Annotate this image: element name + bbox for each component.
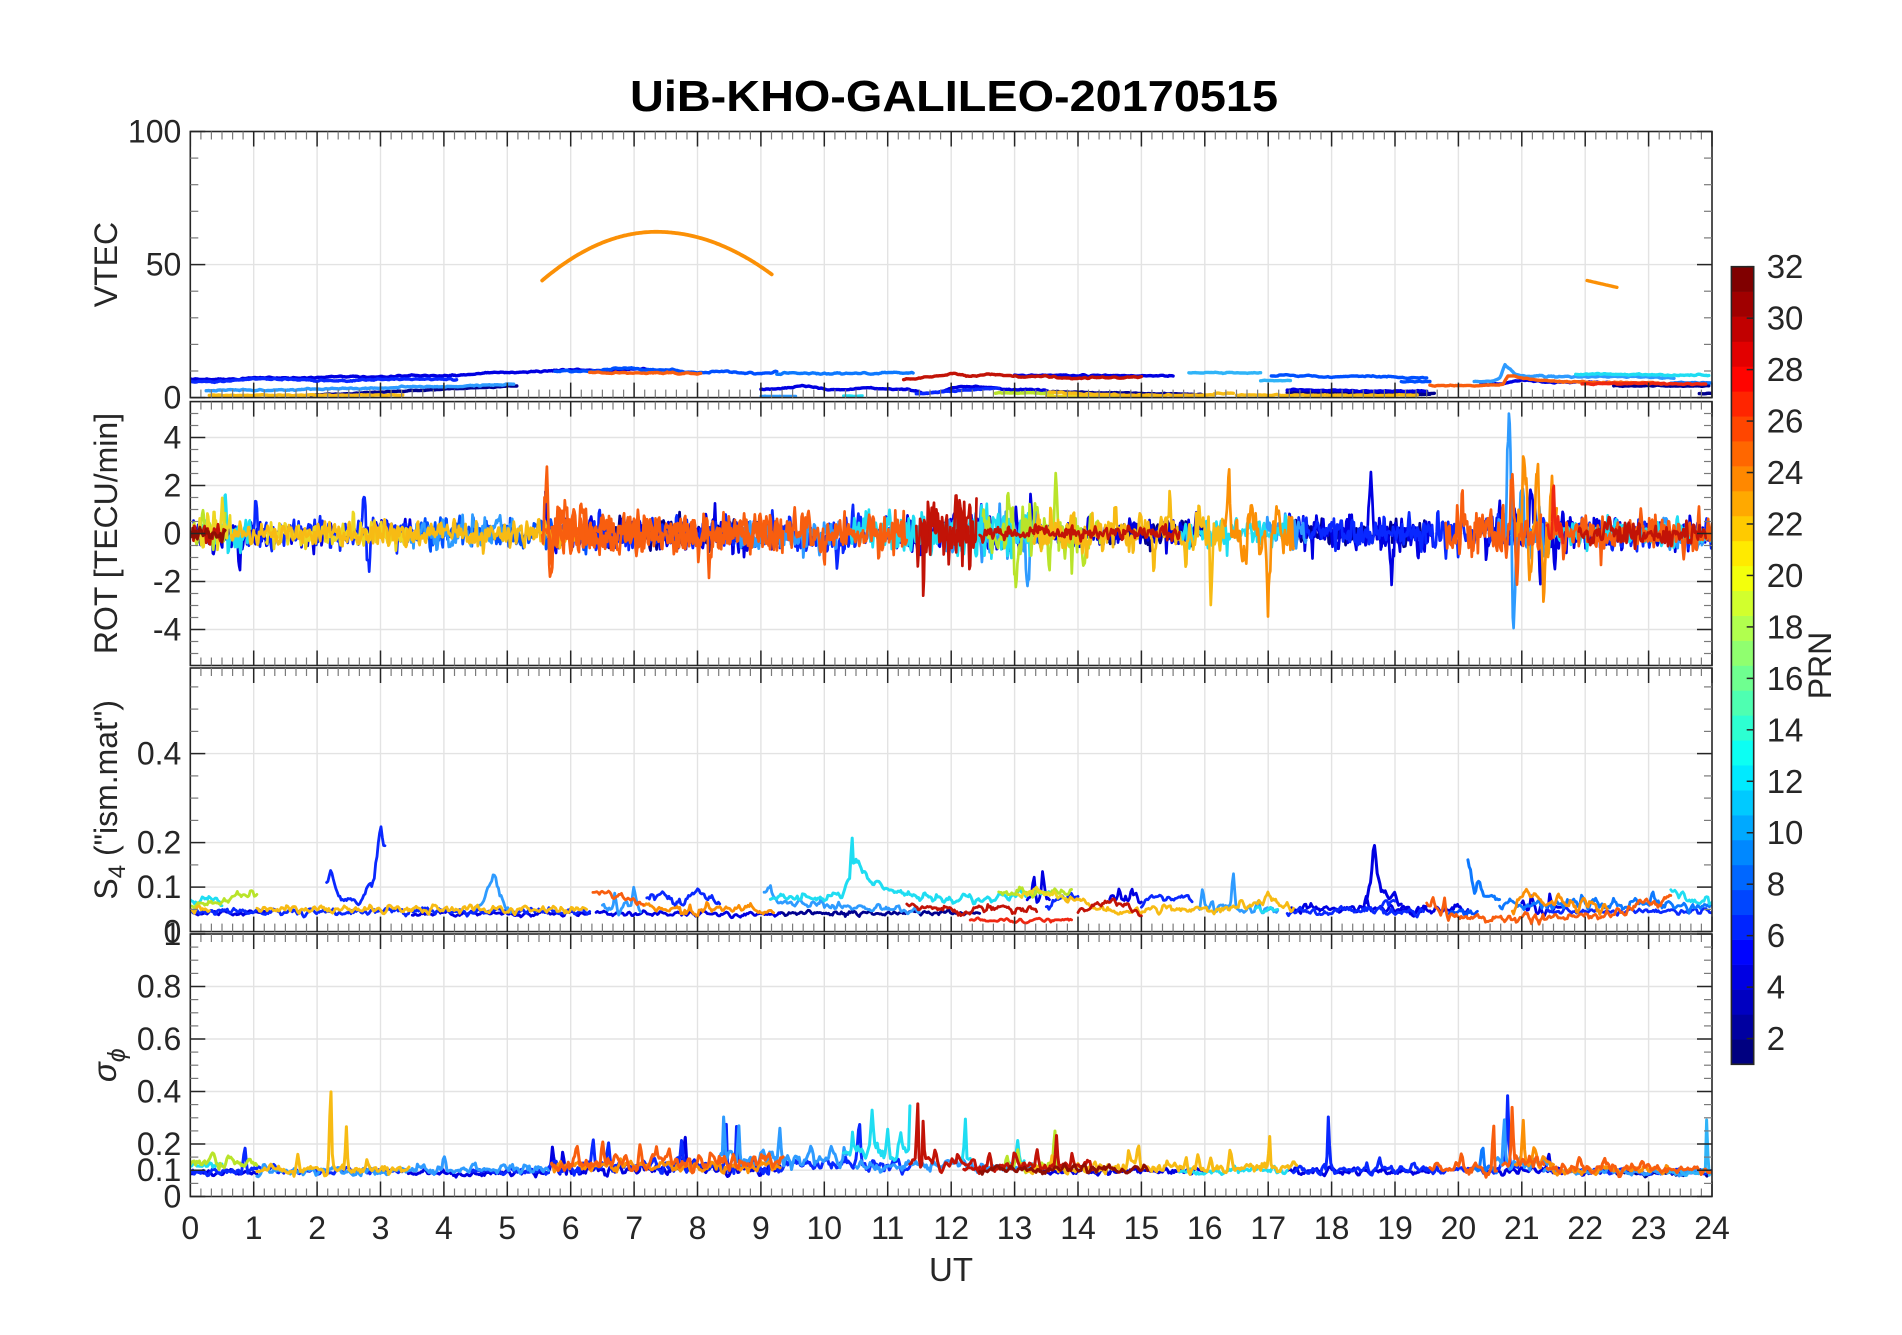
svg-text:16: 16 bbox=[1187, 1210, 1223, 1246]
svg-text:ROT [TECU/min]: ROT [TECU/min] bbox=[88, 413, 124, 654]
svg-text:24: 24 bbox=[1767, 454, 1804, 491]
svg-text:UT: UT bbox=[929, 1251, 973, 1288]
svg-text:0.2: 0.2 bbox=[137, 825, 181, 861]
svg-text:8: 8 bbox=[689, 1210, 707, 1246]
svg-text:5: 5 bbox=[498, 1210, 516, 1246]
svg-text:0: 0 bbox=[164, 516, 182, 552]
svg-text:13: 13 bbox=[997, 1210, 1033, 1246]
svg-text:1: 1 bbox=[245, 1210, 263, 1246]
svg-text:15: 15 bbox=[1124, 1210, 1160, 1246]
svg-text:3: 3 bbox=[372, 1210, 390, 1246]
svg-text:6: 6 bbox=[562, 1210, 580, 1246]
svg-text:0.1: 0.1 bbox=[137, 1152, 181, 1188]
svg-text:19: 19 bbox=[1377, 1210, 1413, 1246]
svg-text:21: 21 bbox=[1504, 1210, 1540, 1246]
svg-text:4: 4 bbox=[164, 420, 182, 456]
svg-text:0.2: 0.2 bbox=[137, 1126, 181, 1162]
svg-text:0.1: 0.1 bbox=[137, 869, 181, 905]
svg-text:32: 32 bbox=[1767, 248, 1804, 285]
svg-text:UiB-KHO-GALILEO-20170515: UiB-KHO-GALILEO-20170515 bbox=[630, 72, 1278, 121]
svg-text:2: 2 bbox=[164, 468, 182, 504]
svg-text:100: 100 bbox=[128, 114, 181, 150]
svg-text:50: 50 bbox=[146, 247, 182, 283]
svg-text:20: 20 bbox=[1767, 557, 1804, 594]
svg-text:20: 20 bbox=[1441, 1210, 1477, 1246]
svg-text:0: 0 bbox=[164, 380, 182, 416]
svg-text:0.4: 0.4 bbox=[137, 736, 181, 772]
svg-text:8: 8 bbox=[1767, 866, 1785, 903]
svg-text:VTEC: VTEC bbox=[88, 222, 124, 307]
svg-text:22: 22 bbox=[1767, 505, 1804, 542]
svg-text:7: 7 bbox=[625, 1210, 643, 1246]
svg-text:2: 2 bbox=[308, 1210, 326, 1246]
svg-text:10: 10 bbox=[807, 1210, 843, 1246]
svg-text:6: 6 bbox=[1767, 917, 1785, 954]
svg-text:-4: -4 bbox=[153, 612, 181, 648]
svg-text:0.4: 0.4 bbox=[137, 1074, 181, 1110]
svg-text:0: 0 bbox=[164, 1179, 182, 1215]
svg-text:11: 11 bbox=[871, 1210, 904, 1246]
svg-text:26: 26 bbox=[1767, 403, 1804, 440]
svg-text:4: 4 bbox=[1767, 969, 1785, 1006]
svg-text:17: 17 bbox=[1250, 1210, 1286, 1246]
svg-text:0: 0 bbox=[181, 1210, 199, 1246]
svg-text:12: 12 bbox=[1767, 763, 1804, 800]
svg-text:18: 18 bbox=[1314, 1210, 1350, 1246]
svg-text:4: 4 bbox=[435, 1210, 453, 1246]
svg-text:10: 10 bbox=[1767, 814, 1804, 851]
svg-text:0.6: 0.6 bbox=[137, 1021, 181, 1057]
svg-text:12: 12 bbox=[933, 1210, 969, 1246]
svg-text:0.8: 0.8 bbox=[137, 969, 181, 1005]
svg-text:0: 0 bbox=[164, 914, 182, 950]
svg-text:1: 1 bbox=[164, 916, 182, 952]
svg-text:23: 23 bbox=[1631, 1210, 1667, 1246]
svg-text:16: 16 bbox=[1767, 660, 1804, 697]
svg-text:22: 22 bbox=[1567, 1210, 1603, 1246]
svg-text:9: 9 bbox=[752, 1210, 770, 1246]
svg-text:28: 28 bbox=[1767, 351, 1804, 388]
svg-text:2: 2 bbox=[1767, 1020, 1785, 1057]
svg-text:PRN: PRN bbox=[1802, 632, 1838, 700]
svg-text:24: 24 bbox=[1694, 1210, 1730, 1246]
svg-text:30: 30 bbox=[1767, 300, 1804, 337]
svg-text:18: 18 bbox=[1767, 608, 1804, 645]
svg-text:14: 14 bbox=[1060, 1210, 1096, 1246]
svg-text:-2: -2 bbox=[153, 564, 181, 600]
svg-text:14: 14 bbox=[1767, 711, 1804, 748]
